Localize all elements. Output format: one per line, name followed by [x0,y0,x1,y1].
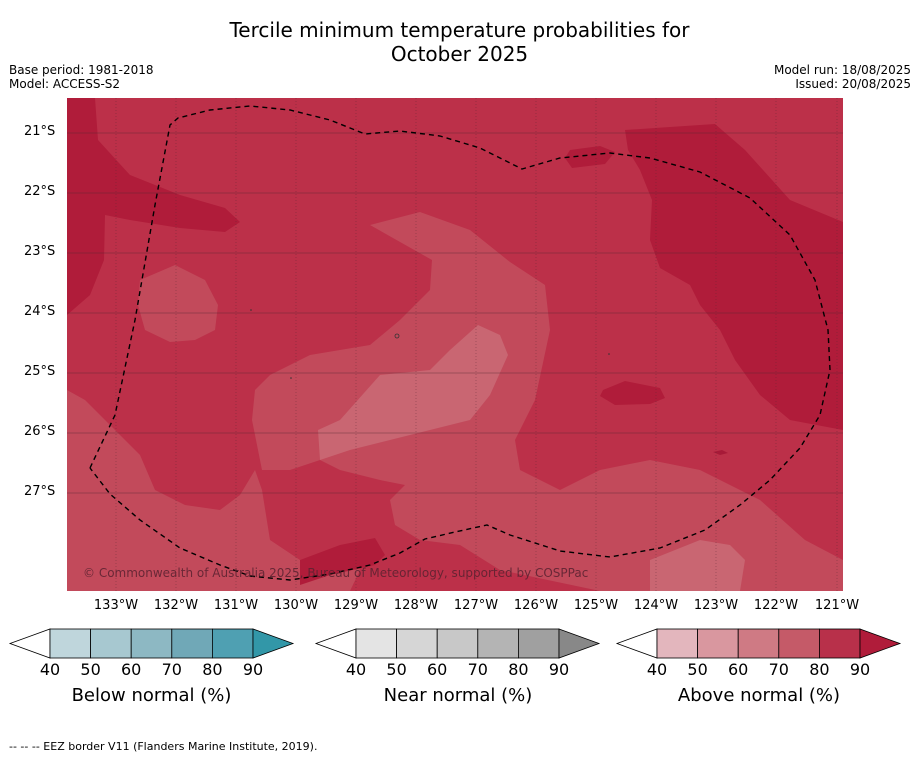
lat-label: 27°S [24,484,56,499]
lat-label: 24°S [24,304,56,319]
colorbar-segment [396,628,438,659]
colorbar-segment [171,628,213,659]
colorbar-tick: 90 [849,660,871,679]
colorbar-tick: 70 [161,660,182,679]
colorbar-1 [314,628,601,659]
colorbar-segment [778,628,820,659]
colorbar-segment [656,628,698,659]
colorbar-segment [518,628,560,659]
colorbar-extend-low [615,628,658,659]
map-title: Tercile minimum temperature probabilitie… [0,18,919,66]
colorbar-segment [211,628,254,659]
meta-left: Base period: 1981-2018 Model: ACCESS-S2 [9,63,154,91]
colorbar-near-title: Near normal (%) [383,685,533,706]
zone-above-90-patch-b [600,381,665,405]
colorbar-tick: 50 [687,660,708,679]
colorbar-segment [49,628,91,659]
zone-above-90-east [625,124,843,430]
lon-label: 132°W [153,598,199,613]
zone-above-60-se [650,540,745,591]
lon-label: 133°W [93,598,139,613]
copyright-text: © Commonwealth of Australia 2025, Bureau… [83,566,588,580]
lon-label: 122°W [753,598,799,613]
zone-above-70-upper [138,265,218,342]
colorbar-extend-high [252,628,295,659]
colorbar-0 [8,628,295,659]
colorbar-tick: 40 [345,660,367,679]
colorbar-2 [615,628,902,659]
colorbar-tick: 90 [242,660,264,679]
zone-above-70-center [252,212,843,591]
colorbar-segment [130,628,173,659]
colorbar-segment [355,628,397,659]
eez-legend: -- -- -- EEZ border V11 (Flanders Marine… [9,740,318,753]
lat-label: 26°S [24,424,56,439]
meta-right: Model run: 18/08/2025 Issued: 20/08/2025 [774,63,911,91]
zone-above-90-west [67,98,240,315]
eez-border [89,105,831,581]
lon-label: 123°W [693,598,739,613]
lon-label: 130°W [273,598,319,613]
lon-label: 126°W [513,598,559,613]
lon-label: 131°W [213,598,259,613]
zone-above-90-patch-a [565,146,615,168]
colorbar-segment [737,628,780,659]
colorbar-segment [697,628,739,659]
lon-label: 124°W [633,598,679,613]
model-run: Model run: 18/08/2025 [773,63,911,77]
lon-label: 127°W [453,598,499,613]
colorbar-tick: 90 [548,660,570,679]
colorbar-tick: 40 [646,660,668,679]
colorbar-tick: 70 [768,660,789,679]
lat-label: 22°S [24,184,56,199]
colorbar-tick: 50 [80,660,101,679]
colorbar-below-title: Below normal (%) [71,685,232,706]
colorbar-segment [90,628,132,659]
zone-above-90-south [300,538,385,585]
colorbar-tick: 80 [202,660,223,679]
colorbar-extend-high [859,628,902,659]
colorbar-tick: 80 [508,660,529,679]
colorbar-segment [436,628,479,659]
lon-label: 129°W [333,598,379,613]
lat-label: 23°S [24,244,56,259]
colorbar-tick: 80 [809,660,830,679]
colorbar-tick: 40 [39,660,61,679]
colorbar-extend-high [558,628,601,659]
graticule [67,98,843,591]
colorbar-segment [819,628,861,659]
colorbar-tick: 70 [467,660,488,679]
colorbar-tick: 60 [121,660,142,679]
lon-label: 128°W [393,598,439,613]
base-period: Base period: 1981-2018 [9,63,154,77]
colorbar-tick: 60 [728,660,749,679]
lat-label: 21°S [24,124,56,139]
colorbar-segment [477,628,519,659]
lon-label: 125°W [573,598,619,613]
title-line-1: Tercile minimum temperature probabilitie… [229,18,690,42]
lon-label: 121°W [814,598,860,613]
colorbar-tick: 60 [427,660,448,679]
colorbar-extend-low [8,628,51,659]
lat-label: 25°S [24,364,56,379]
colorbar-above-title: Above normal (%) [677,685,841,706]
colorbar-tick: 50 [386,660,407,679]
issued-date: Issued: 20/08/2025 [795,77,911,91]
colorbar-extend-low [314,628,357,659]
model-name: Model: ACCESS-S2 [9,77,121,91]
title-line-2: October 2025 [390,42,529,66]
zone-above-60 [318,325,508,460]
zone-above-70-west [67,390,360,591]
